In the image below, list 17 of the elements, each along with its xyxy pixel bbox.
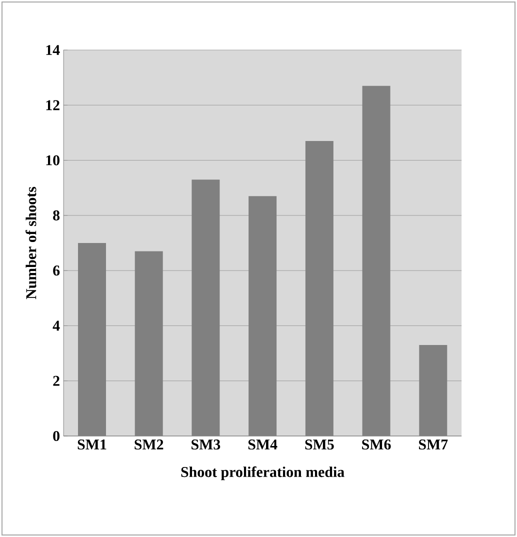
y-axis-title: Number of shoots bbox=[26, 186, 36, 300]
y-tick-label: 14 bbox=[46, 45, 60, 55]
x-tick-label: SM7 bbox=[418, 440, 448, 450]
y-tick-label: 4 bbox=[52, 320, 60, 331]
y-tick-label: 2 bbox=[53, 376, 60, 386]
y-tick-label: 6 bbox=[53, 266, 60, 276]
y-tick-label: 8 bbox=[53, 210, 60, 220]
y-tick-label: 12 bbox=[46, 100, 60, 110]
x-axis-title: Shoot proliferation media bbox=[181, 466, 344, 480]
x-tick-label: SM3 bbox=[192, 440, 220, 450]
x-tick-label: SM1 bbox=[78, 440, 106, 450]
x-tick-label: SM4 bbox=[248, 440, 278, 450]
x-tick-label: SM2 bbox=[134, 440, 164, 450]
x-tick-label: SM6 bbox=[362, 440, 391, 450]
y-tick-label: 10 bbox=[46, 155, 60, 166]
y-tick-label: 0 bbox=[53, 430, 60, 442]
x-tick-label: SM5 bbox=[305, 440, 334, 450]
